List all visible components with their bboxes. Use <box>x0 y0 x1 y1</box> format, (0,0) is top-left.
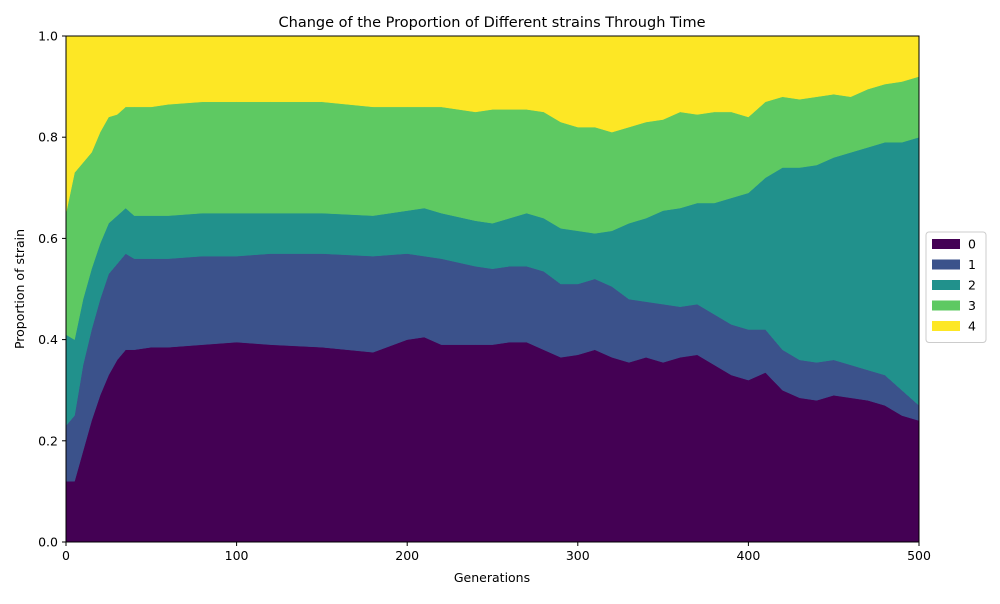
y-tick-label: 0.0 <box>38 535 58 550</box>
legend-label-2: 2 <box>968 278 976 293</box>
chart-title: Change of the Proportion of Different st… <box>279 15 706 31</box>
legend-label-1: 1 <box>968 257 976 272</box>
x-tick-label: 0 <box>62 548 70 563</box>
legend-swatch-2 <box>932 280 960 290</box>
areas-layer <box>65 35 920 543</box>
y-axis-ticks: 0.0 0.2 0.4 0.6 0.8 1.0 <box>38 29 66 550</box>
x-axis-ticks: 0 100 200 300 400 500 <box>62 542 931 563</box>
x-tick-label: 300 <box>566 548 590 563</box>
y-axis-label: Proportion of strain <box>12 229 27 349</box>
legend-label-0: 0 <box>968 237 976 252</box>
x-tick-label: 400 <box>736 548 760 563</box>
y-tick-label: 1.0 <box>38 29 58 44</box>
legend-label-3: 3 <box>968 298 976 313</box>
legend-label-4: 4 <box>968 319 976 334</box>
y-tick-label: 0.6 <box>38 231 58 246</box>
y-tick-label: 0.8 <box>38 130 58 145</box>
legend-swatch-0 <box>932 239 960 249</box>
legend-swatch-3 <box>932 300 960 311</box>
x-tick-label: 200 <box>395 548 419 563</box>
plot-frame <box>65 35 920 543</box>
legend-swatch-4 <box>932 321 960 331</box>
y-tick-label: 0.2 <box>38 433 58 448</box>
legend-swatch-1 <box>932 259 960 270</box>
x-tick-label: 500 <box>907 548 931 563</box>
x-axis-label: Generations <box>454 570 530 585</box>
legend: 0 1 2 3 4 <box>925 231 987 343</box>
y-tick-label: 0.4 <box>38 332 58 347</box>
x-tick-label: 100 <box>225 548 249 563</box>
